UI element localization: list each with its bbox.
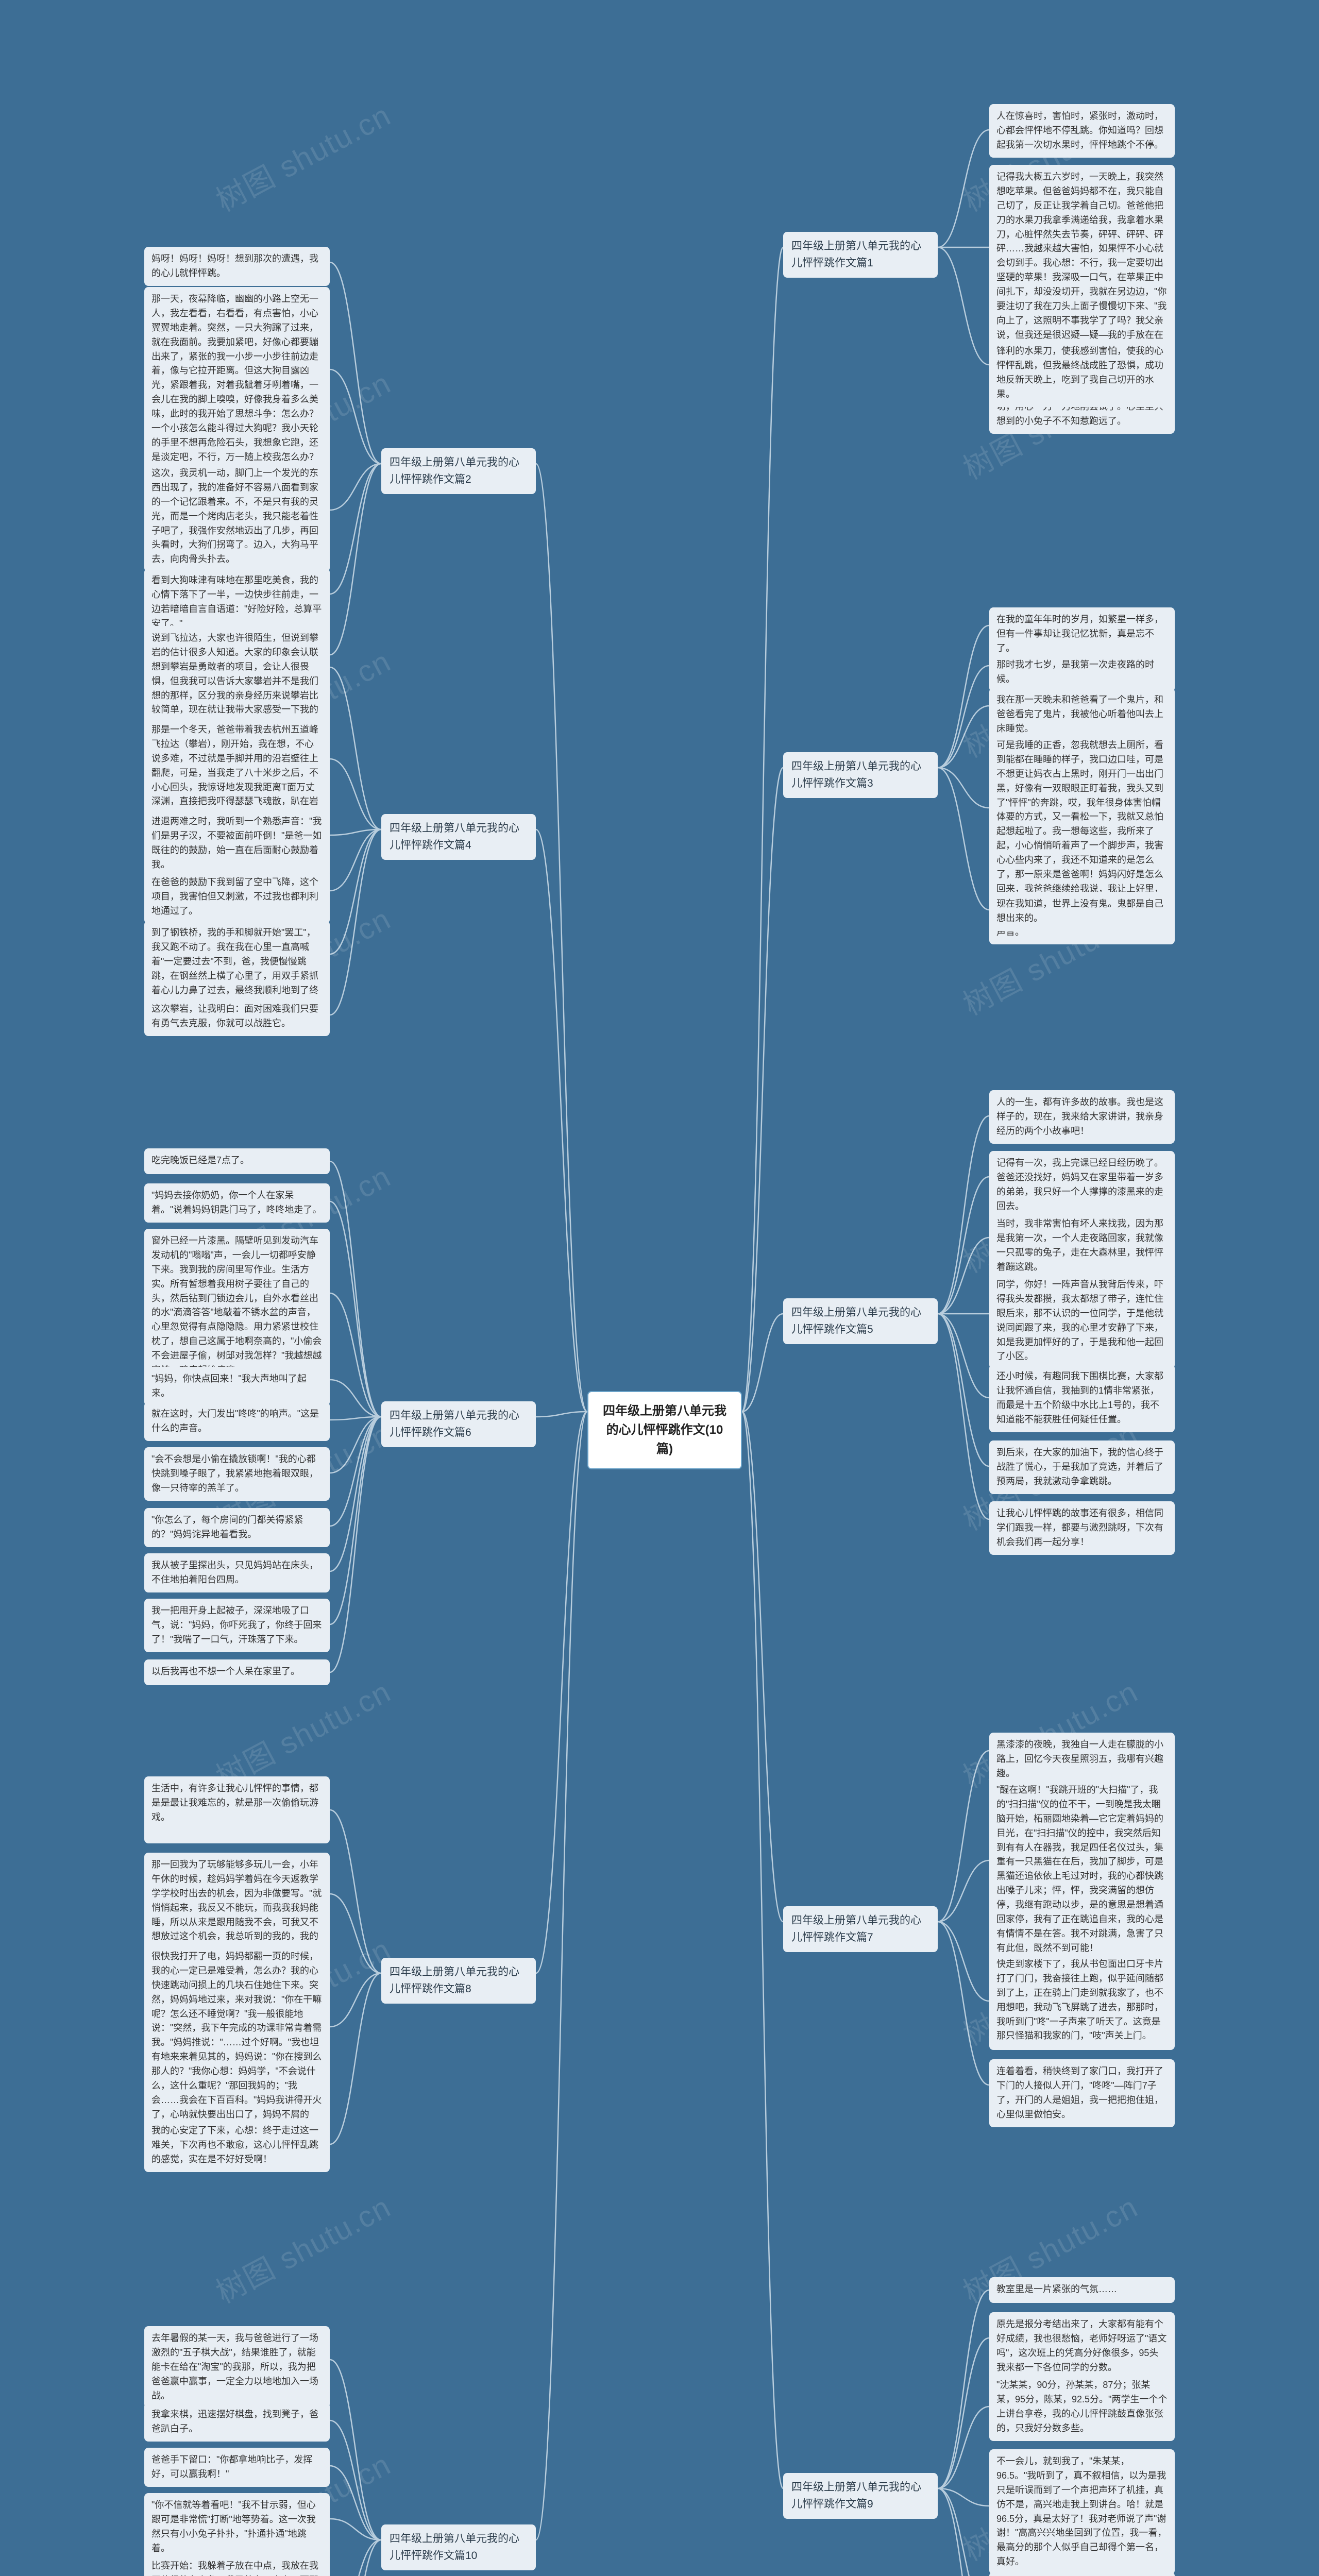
- leaf-node[interactable]: 进退两难之时，我听到一个熟悉声音："我们是男子汉，不要被面前吓倒！"是爸一如既往…: [144, 809, 330, 877]
- root-node[interactable]: 四年级上册第八单元我的心儿怦怦跳作文(10篇): [587, 1391, 742, 1469]
- leaf-node[interactable]: 记得有一次，我上完课已经日经历晚了。爸爸还没找好，妈妈又在家里带着一岁多的弟弟，…: [989, 1151, 1175, 1219]
- leaf-node[interactable]: "会不会想是小偷在撬放锁啊！"我的心都快跳到嗓子眼了，我紧紧地抱着眼双眼，像一只…: [144, 1447, 330, 1501]
- leaf-node[interactable]: 我拿来棋，迅速摆好棋盘，找到凳子，爸爸趴白子。: [144, 2402, 330, 2442]
- leaf-node[interactable]: 就在这时，大门发出"咚咚"的响声。"这是什么的声音。: [144, 1402, 330, 1441]
- mindmap-canvas: 树图 shutu.cn树图 shutu.cn树图 shutu.cn树图 shut…: [0, 0, 1319, 2576]
- branch-node[interactable]: 四年级上册第八单元我的心儿怦怦跳作文篇7: [783, 1906, 938, 1952]
- branch-node[interactable]: 四年级上册第八单元我的心儿怦怦跳作文篇9: [783, 2473, 938, 2519]
- branch-node[interactable]: 四年级上册第八单元我的心儿怦怦跳作文篇3: [783, 752, 938, 798]
- leaf-node[interactable]: 教室里是一片紧张的气氛……: [989, 2277, 1175, 2303]
- leaf-node[interactable]: 以后我再也不想一个人呆在家里了。: [144, 1659, 330, 1685]
- leaf-node[interactable]: 去年暑假的某一天，我与爸爸进行了一场激烈的"五子棋大战"，结果谁胜了，就能能卡在…: [144, 2326, 330, 2408]
- leaf-node[interactable]: 人的一生，都有许多故的故事。我也是这样子的，现在，我来给大家讲讲，我亲身经历的两…: [989, 1090, 1175, 1144]
- leaf-node[interactable]: 爸爸手下留口："你都拿地响比子，发挥好，可以赢我啊！": [144, 2448, 330, 2487]
- branch-node[interactable]: 四年级上册第八单元我的心儿怦怦跳作文篇2: [381, 448, 536, 494]
- leaf-node[interactable]: 那时我才七岁，是我第一次走夜路的时候。: [989, 653, 1175, 692]
- leaf-node[interactable]: 妈呀！妈呀！妈呀！想到那次的遭遇，我的心儿就怦怦跳。: [144, 247, 330, 286]
- leaf-node[interactable]: 人在惊喜时，害怕时，紧张时，激动时，心都会怦怦地不停乱跳。你知道吗？回想起我第一…: [989, 104, 1175, 158]
- leaf-node[interactable]: "你怎么了，每个房间的门都关得紧紧的？"妈妈诧异地着看我。: [144, 1508, 330, 1547]
- leaf-node[interactable]: 比赛开始：我躲着子放在中点，我放在我开的很的左上角，我又放在正方右，而那一慎坏在…: [144, 2554, 330, 2576]
- watermark: 树图 shutu.cn: [207, 91, 397, 219]
- leaf-node[interactable]: 原先是报分考结出来了，大家都有能有个好成绩，我也很愁恼，老师好呀运了"语文吗"，…: [989, 2312, 1175, 2380]
- leaf-node[interactable]: "沈某某，90分，孙某某，87分；张某某，95分，陈某，92.5分。"两学生一个…: [989, 2373, 1175, 2441]
- leaf-node[interactable]: 不一会儿，就到我了，"朱某某，96.5。"我听到了，真不叙相信，以为是我只是听误…: [989, 2449, 1175, 2574]
- leaf-node[interactable]: 现在我知道，世界上没有鬼。鬼都是自己想出来的。: [989, 892, 1175, 931]
- leaf-node[interactable]: 同学，你好！一阵声音从我背后传来，吓得我头发都攒，我太都想了带子，连忙住眼后来，…: [989, 1273, 1175, 1369]
- leaf-node[interactable]: 吃完晚饭已经是7点了。: [144, 1148, 330, 1174]
- leaf-node[interactable]: 教师的的那点说把上考说经验是在"一定一猫中找中"找一找，让教教师把我考说自己好，…: [989, 2572, 1175, 2576]
- leaf-node[interactable]: 我一把甩开身上起被子，深深地吸了口气，说："妈妈，你吓死我了，你终于回来了！"我…: [144, 1599, 330, 1652]
- branch-node[interactable]: 四年级上册第八单元我的心儿怦怦跳作文篇1: [783, 232, 938, 278]
- leaf-node[interactable]: 快走到家楼下了，我从书包面出口牙卡片打了门门，我奋接往上跑，似乎延间随都到了上，…: [989, 1952, 1175, 2050]
- leaf-node[interactable]: 这次攀岩，让我明白：面对困难我们只要有勇气去克服，你就可以战胜它。: [144, 997, 330, 1036]
- leaf-node[interactable]: 在爸爸的鼓励下我到留了空中飞降，这个项目，我害怕但又刺激，不过我也都利利地通过了…: [144, 870, 330, 924]
- leaf-node[interactable]: 那一天，夜幕降临，幽幽的小路上空无一人，我左看看，右看看，有点害怕，小心翼翼地走…: [144, 287, 330, 484]
- leaf-node[interactable]: 连着着看，稍快终到了家门口，我打开了下门的人接似人开门，"咚咚"—阵门7子了，开…: [989, 2059, 1175, 2127]
- leaf-node[interactable]: 到后来，在大家的加油下，我的信心终于战胜了慌心，于是我加了竞选，并着后了预两局，…: [989, 1440, 1175, 1494]
- leaf-node[interactable]: "妈妈去接你奶奶，你一个人在家呆着。"说着妈妈钥匙门马了，咚咚地走了。: [144, 1183, 330, 1223]
- leaf-node[interactable]: 我从被子里探出头，只见妈妈站在床头，不住地拍着阳台四周。: [144, 1553, 330, 1592]
- branch-node[interactable]: 四年级上册第八单元我的心儿怦怦跳作文篇4: [381, 814, 536, 860]
- leaf-node[interactable]: 当时，我非常害怕有坏人来找我，因为那是我第一次，一个人走夜路回家，我就像一只孤零…: [989, 1212, 1175, 1280]
- leaf-node[interactable]: 让我心儿怦怦跳的故事还有很多，相信同学们跟我一样，都要与激烈跳呀，下次有机会我们…: [989, 1501, 1175, 1555]
- leaf-node[interactable]: 窗外已经一片漆黑。隔壁听见到发动汽车发动机的"嗡嗡"声，一会儿一切都呼安静下来。…: [144, 1229, 330, 1383]
- leaf-node[interactable]: 锋利的水果刀，使我感到害怕，使我的心怦怦乱跳，但我最终战成胜了恐惧，成功地反新天…: [989, 339, 1175, 407]
- watermark: 树图 shutu.cn: [207, 2183, 397, 2311]
- branch-node[interactable]: 四年级上册第八单元我的心儿怦怦跳作文篇6: [381, 1401, 536, 1447]
- branch-node[interactable]: 四年级上册第八单元我的心儿怦怦跳作文篇8: [381, 1958, 536, 2004]
- leaf-node[interactable]: "你不信就等着看吧！"我不甘示弱，但心跟可是非常慌"打断"地等势着。这一次我然只…: [144, 2493, 330, 2561]
- leaf-node[interactable]: 生活中，有许多让我心儿怦怦的事情，都是是最让我难忘的，就是那一次偷偷玩游戏。: [144, 1776, 330, 1843]
- leaf-node[interactable]: "妈妈，你快点回来！"我大声地叫了起来。: [144, 1367, 330, 1406]
- branch-node[interactable]: 四年级上册第八单元我的心儿怦怦跳作文篇10: [381, 2524, 536, 2570]
- branch-node[interactable]: 四年级上册第八单元我的心儿怦怦跳作文篇5: [783, 1298, 938, 1344]
- leaf-node[interactable]: 还小时候，有趣同我下围棋比赛，大家都让我怀通自信，我抽到的1情非常紧张，而最是十…: [989, 1364, 1175, 1432]
- leaf-node[interactable]: 我的心安定了下来，心想：终于走过这一难关，下次再也不敢愈，这心儿怦怦乱跳的感觉，…: [144, 2119, 330, 2172]
- leaf-node[interactable]: 这次，我灵机一动，脚门上一个发光的东西出现了，我的准备好不容易八面看到家的一个记…: [144, 461, 330, 572]
- leaf-node[interactable]: "醒在这啊！"我跳开班的"大扫描"了，我的"扫扫描"仪的位不干，一到晚是我太睏脑…: [989, 1778, 1175, 1961]
